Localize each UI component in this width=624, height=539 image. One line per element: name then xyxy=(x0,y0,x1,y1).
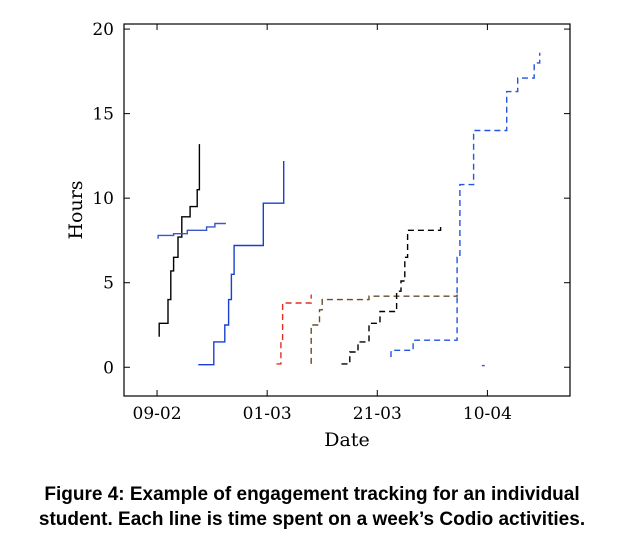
series-line-week-3 xyxy=(198,161,285,366)
series-line-week-5 xyxy=(310,294,458,364)
caption-line-2: student. Each line is time spent on a we… xyxy=(38,509,586,530)
series-line-week-1 xyxy=(158,144,201,337)
series-line-week-4 xyxy=(276,294,312,365)
series-lines xyxy=(157,52,541,367)
series-line-week-2 xyxy=(157,222,226,239)
y-tick-label: 15 xyxy=(92,105,114,125)
tick-marks xyxy=(124,24,570,396)
y-tick-label: 0 xyxy=(103,358,114,378)
x-tick-label: 09-02 xyxy=(133,404,182,424)
y-tick-label: 20 xyxy=(92,20,114,40)
engagement-chart: 0 5 10 15 20 09-02 01-03 21-03 10-04 Date Hours xyxy=(65,20,571,451)
x-axis-label: Date xyxy=(324,429,369,451)
series-line-week-7 xyxy=(390,52,541,358)
y-tick-label: 5 xyxy=(103,274,114,294)
x-tick-labels: 09-02 01-03 21-03 10-04 xyxy=(133,404,512,424)
series-line-week-6 xyxy=(341,226,442,365)
y-tick-labels: 0 5 10 15 20 xyxy=(92,20,114,378)
y-tick-label: 10 xyxy=(92,189,114,209)
figure-caption: Figure 4: Example of engagement tracking… xyxy=(0,482,624,532)
x-tick-label: 21-03 xyxy=(353,404,402,424)
caption-line-1: Figure 4: Example of engagement tracking… xyxy=(44,484,580,505)
x-tick-label: 01-03 xyxy=(243,404,292,424)
y-axis-label: Hours xyxy=(65,180,87,239)
plot-area-frame xyxy=(123,23,571,397)
x-tick-label: 10-04 xyxy=(463,404,512,424)
